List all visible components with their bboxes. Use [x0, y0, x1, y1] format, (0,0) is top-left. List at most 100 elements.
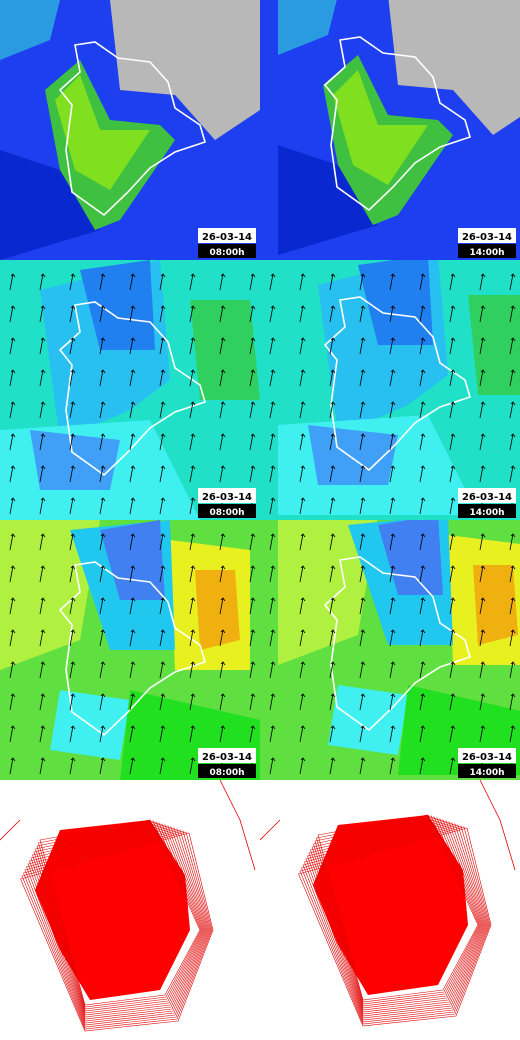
wind-arrow — [269, 693, 276, 711]
wind-arrow — [359, 533, 366, 551]
date-label: 26-03-14 — [462, 492, 512, 503]
date-label: 26-03-14 — [202, 232, 252, 243]
wind-arrow — [449, 305, 456, 323]
date-box — [458, 228, 516, 243]
wind-arrow — [159, 433, 166, 451]
wind-arrow — [99, 337, 106, 355]
wind-arrow — [189, 757, 196, 775]
wind-arrow — [419, 273, 426, 291]
wind-arrow — [389, 465, 396, 483]
wind-arrow — [299, 433, 306, 451]
wind-arrow — [99, 757, 106, 775]
contour — [311, 818, 483, 1009]
wind-arrow — [39, 693, 46, 711]
wind-arrow — [359, 597, 366, 615]
wind-arrow — [449, 497, 456, 515]
wind-arrow — [269, 661, 276, 679]
time-box — [458, 764, 516, 778]
wind-arrow — [449, 401, 456, 419]
contour — [310, 819, 484, 1011]
wind-arrow — [99, 465, 106, 483]
time-label: 14:00h — [469, 248, 504, 258]
wind-arrow — [39, 565, 46, 583]
wind-arrow — [9, 565, 16, 583]
wind-arrow — [159, 597, 166, 615]
wind-arrow — [299, 465, 306, 483]
field-area — [0, 0, 60, 60]
coastline — [58, 561, 206, 737]
wind-arrow — [449, 433, 456, 451]
wind-arrow — [269, 369, 276, 387]
wind-arrow — [419, 533, 426, 551]
wind-arrow — [219, 533, 226, 551]
contour — [314, 816, 481, 1005]
wind-arrow — [159, 401, 166, 419]
wind-arrow — [449, 337, 456, 355]
wind-arrow — [359, 629, 366, 647]
contour — [308, 820, 485, 1013]
wind-arrow — [69, 369, 76, 387]
wind-arrow — [39, 401, 46, 419]
wind-arrow — [9, 629, 16, 647]
wind-arrow — [419, 337, 426, 355]
wind-arrow — [479, 597, 486, 615]
contour — [30, 825, 207, 1018]
wind-arrow — [249, 465, 256, 483]
wind-arrow — [359, 497, 366, 515]
contour — [298, 827, 492, 1027]
wind-arrow — [189, 533, 196, 551]
wind-arrow — [69, 725, 76, 743]
wind-arrow — [359, 693, 366, 711]
contour — [305, 822, 487, 1017]
time-label: 08:00h — [209, 508, 244, 518]
field-area — [278, 520, 378, 665]
wind-arrow — [249, 369, 256, 387]
field-area — [308, 425, 398, 485]
wind-arrow — [269, 433, 276, 451]
wind-arrow — [129, 757, 136, 775]
wind-arrow — [249, 661, 256, 679]
wind-arrow — [359, 661, 366, 679]
wind-arrow — [269, 597, 276, 615]
wind-arrow — [129, 565, 136, 583]
wind-arrow — [389, 565, 396, 583]
wind-arrow — [189, 597, 196, 615]
wind-arrow — [99, 401, 106, 419]
wind-arrow — [219, 661, 226, 679]
wind-arrow — [129, 693, 136, 711]
wind-arrow — [449, 369, 456, 387]
wind-arrow — [329, 465, 336, 483]
field-area — [80, 260, 155, 350]
contour — [27, 827, 209, 1022]
wind-arrow — [329, 497, 336, 515]
wind-arrow — [129, 497, 136, 515]
wind-arrow — [159, 693, 166, 711]
wind-arrow — [129, 597, 136, 615]
wind-arrow — [299, 533, 306, 551]
contour — [33, 823, 205, 1014]
wind-arrow — [159, 497, 166, 515]
wind-arrow — [9, 401, 16, 419]
wind-arrow — [69, 533, 76, 551]
wind-arrow — [129, 533, 136, 551]
wind-arrow — [389, 597, 396, 615]
contour — [301, 825, 490, 1023]
wind-arrow — [479, 725, 486, 743]
wind-arrow — [419, 369, 426, 387]
wind-arrow — [249, 337, 256, 355]
field-area — [100, 520, 165, 600]
contour — [21, 831, 213, 1030]
wind-arrow — [419, 305, 426, 323]
wind-arrow — [189, 433, 196, 451]
wind-arrow — [159, 369, 166, 387]
time-label: 14:00h — [469, 768, 504, 778]
wind-arrow — [299, 565, 306, 583]
map-panel: 26-03-14 14:00h — [260, 0, 520, 260]
contour — [29, 826, 208, 1020]
wind-arrow — [329, 533, 336, 551]
wind-arrow — [189, 565, 196, 583]
contour — [304, 823, 488, 1019]
wind-arrow — [509, 533, 516, 551]
wind-arrow — [249, 273, 256, 291]
wind-arrow — [159, 757, 166, 775]
